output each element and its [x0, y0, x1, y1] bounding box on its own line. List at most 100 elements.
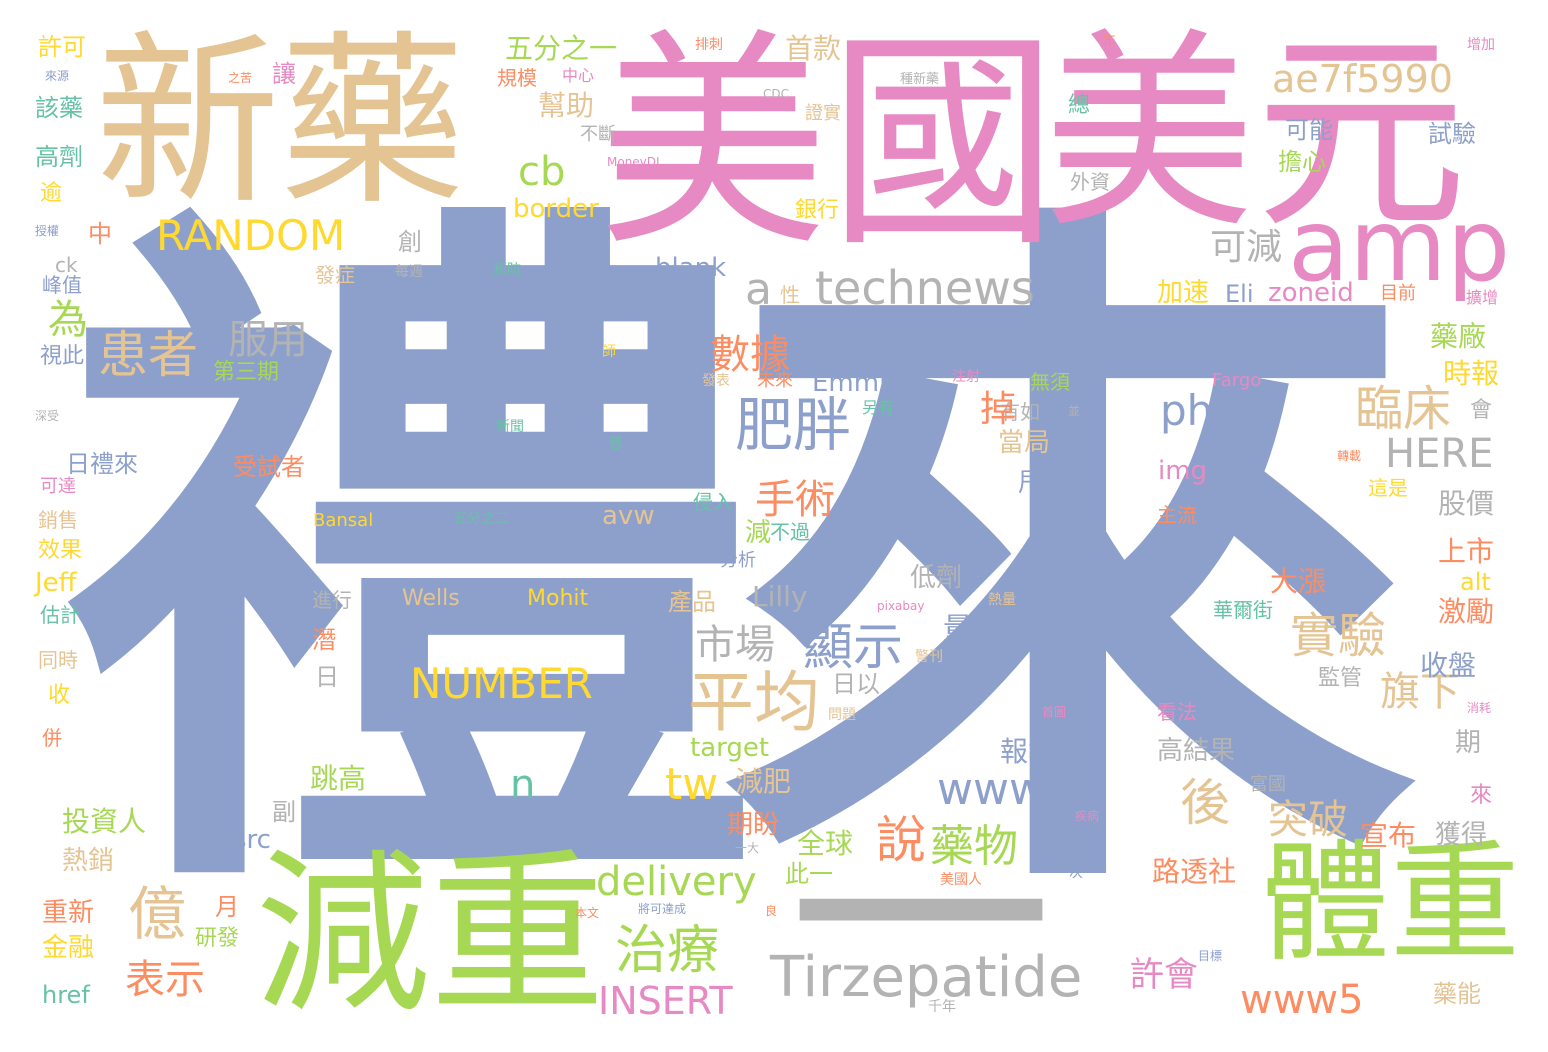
- word-weight-loss: 減重: [255, 834, 605, 1037]
- word-invasive: 侵入: [693, 490, 733, 514]
- word-ck: ck: [55, 253, 78, 277]
- word-teacher: 師: [602, 344, 616, 360]
- word-wealthy: 富國: [1250, 774, 1286, 795]
- word-reduce: 減: [745, 518, 772, 548]
- word-scale: 規模: [497, 66, 537, 90]
- word-breakthrough: 突破: [1268, 797, 1348, 843]
- word-also: 另有: [862, 398, 895, 417]
- word-currently: 目前: [1380, 283, 1416, 304]
- word-jump: 跳高: [310, 762, 367, 795]
- word-www: www: [937, 764, 1045, 815]
- word-receive: 收: [48, 683, 71, 708]
- word-authorities: 當局: [998, 428, 1051, 458]
- word-avw: avw: [602, 501, 655, 531]
- word-help: 幫助: [538, 89, 595, 122]
- word-technews: technews: [815, 261, 1035, 315]
- word-period: 期: [1455, 728, 1482, 758]
- word-fargo: Fargo: [1212, 370, 1262, 391]
- word-treatment: 治療: [615, 921, 720, 981]
- word-latent: 潛: [312, 626, 336, 654]
- word-say: 說: [876, 811, 926, 869]
- word-this-is: 這是: [1368, 476, 1408, 500]
- word-future: 未來: [757, 370, 793, 391]
- word-amount: 量: [943, 612, 973, 647]
- word-times: 時報: [1443, 357, 1500, 390]
- word-close: 收盤: [1420, 649, 1477, 682]
- word-xu-hui: 許會: [1130, 955, 1198, 995]
- word-complication: 發症: [315, 263, 355, 287]
- word-lose-weight: 減肥: [735, 765, 792, 798]
- word-drug-can: 藥能: [1433, 980, 1481, 1008]
- word-center: 中心: [562, 66, 595, 85]
- word-two-fifths: 五分之二: [453, 511, 509, 527]
- word-and: 並: [1068, 404, 1081, 418]
- word-worry: 擔心: [1278, 148, 1326, 176]
- word-investor: 投資人: [62, 805, 147, 838]
- word-can-reduce: 可減: [1210, 227, 1283, 268]
- word-like: 有如: [1000, 400, 1040, 424]
- word-again: 重新: [42, 898, 95, 928]
- word-method: 方式: [808, 549, 833, 563]
- word-bank: 銀行: [795, 198, 840, 223]
- word-body-weight: 體重: [1260, 827, 1521, 979]
- word-patients: 患者: [98, 326, 198, 384]
- word-usd: 美元: [1043, 10, 1467, 257]
- word-constant: 不斷: [580, 124, 616, 145]
- word-launch: 上市: [1438, 535, 1495, 568]
- word-millennium: 千年: [928, 999, 956, 1015]
- word-effect: 效果: [38, 538, 83, 563]
- word-new-drug-kind: 種新藥: [900, 72, 940, 87]
- word-obtain: 獲得: [1435, 820, 1488, 850]
- word-product: 產品: [668, 588, 716, 616]
- word-surge: 大漲: [1270, 565, 1327, 598]
- word-insert: INSERT: [598, 979, 733, 1023]
- word-src: src: [233, 825, 271, 855]
- word-subjects: 受試者: [233, 453, 305, 481]
- word-sales: 銷售: [38, 508, 78, 532]
- word-calories: 熱量: [988, 592, 1016, 608]
- word-total: 總: [1068, 93, 1091, 118]
- word-americans: 美國人: [940, 872, 982, 888]
- word-obesity: 肥胖: [735, 391, 852, 459]
- word-let: 讓: [272, 60, 296, 88]
- word-up-to: 可達: [40, 476, 76, 497]
- word-this-article: 本文: [575, 906, 600, 920]
- word-hot-sale: 熱銷: [62, 846, 115, 876]
- word-proceed: 進行: [312, 588, 352, 612]
- word-pai-ci: 排刺: [695, 37, 723, 53]
- word-moneydj: MoneyDJ: [607, 155, 660, 169]
- word-nature: 性: [780, 283, 800, 307]
- word-one: 一: [788, 768, 1053, 1052]
- word-inspire: 激勵: [1438, 595, 1495, 628]
- word-permit: 許可: [38, 33, 86, 61]
- word-estimate: 估計: [40, 603, 80, 627]
- word-eli: Eli: [1225, 280, 1254, 308]
- word-news: 新聞: [496, 419, 524, 435]
- word-usa: 美國: [598, 11, 1059, 278]
- word-license: 授權: [35, 224, 60, 238]
- word-zoneid: zoneid: [1268, 278, 1354, 308]
- word-mohit: Mohit: [527, 586, 589, 611]
- word-pixabay: pixabay: [877, 599, 925, 613]
- word-simultaneous: 同時: [38, 648, 78, 672]
- word-publish: 發表: [702, 373, 730, 389]
- word-medicine: 藥物: [930, 821, 1018, 872]
- word-img: img: [1158, 456, 1208, 486]
- word-take: 服用: [228, 317, 308, 363]
- word-however: 不過: [770, 520, 810, 544]
- word-indicate: 表示: [125, 957, 205, 1003]
- word-good: 良: [765, 904, 778, 918]
- word-cdc: CDC: [763, 87, 789, 101]
- word-accelerate: 加速: [1157, 278, 1210, 308]
- word-will: 會: [1470, 398, 1493, 423]
- word-wells: Wells: [402, 586, 460, 611]
- word-repost: 轉載: [1337, 449, 1362, 463]
- word-disease: 疾病: [1075, 809, 1100, 823]
- word-php: php: [1160, 386, 1240, 435]
- word-weekly: 每週: [395, 264, 423, 280]
- word-border: border: [513, 194, 599, 224]
- word-day: 日: [315, 663, 339, 691]
- word-ci: 慈: [609, 436, 623, 452]
- word-lilly: Lilly: [752, 580, 808, 613]
